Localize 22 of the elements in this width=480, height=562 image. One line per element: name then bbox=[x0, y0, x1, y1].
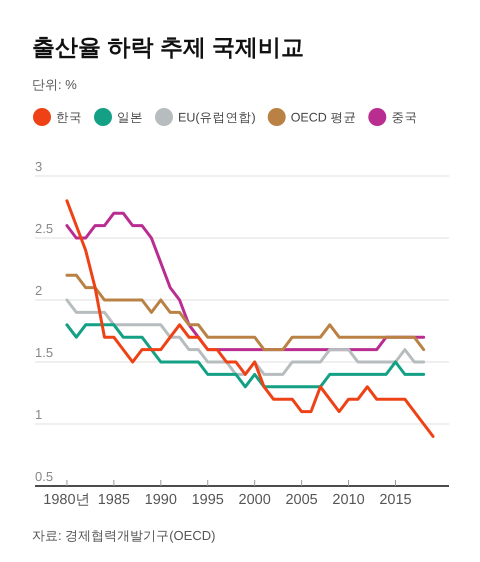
legend-label: 한국 bbox=[56, 110, 82, 124]
x-tick-label: 1985 bbox=[98, 492, 130, 508]
x-tick-label: 2015 bbox=[379, 492, 412, 508]
y-tick-label: 0.5 bbox=[35, 469, 54, 484]
legend-label: 일본 bbox=[117, 110, 143, 124]
y-tick-label: 2.5 bbox=[35, 221, 54, 236]
x-tick-label: 1995 bbox=[192, 492, 224, 508]
y-tick-label: 2 bbox=[35, 283, 42, 298]
chart-title: 출산율 하락 추제 국제비교 bbox=[32, 34, 304, 60]
x-tick-label: 2000 bbox=[238, 492, 271, 508]
y-tick-label: 1.5 bbox=[35, 345, 54, 360]
x-tick-label: 1980년 bbox=[43, 492, 91, 508]
chart-subtitle: 단위: % bbox=[32, 77, 78, 92]
legend-label: 중국 bbox=[391, 110, 418, 124]
x-tick-label: 1990 bbox=[144, 492, 177, 508]
legend-label: OECD 평균 bbox=[290, 110, 356, 124]
y-tick-label: 3 bbox=[35, 159, 42, 174]
x-tick-label: 2010 bbox=[332, 492, 365, 508]
x-tick-label: 2005 bbox=[285, 492, 318, 508]
text: 자료: 경제협력개발기구(OECD) bbox=[32, 528, 216, 543]
y-tick-label: 1 bbox=[35, 407, 42, 422]
legend-label: EU(유럽연합) bbox=[178, 110, 256, 124]
